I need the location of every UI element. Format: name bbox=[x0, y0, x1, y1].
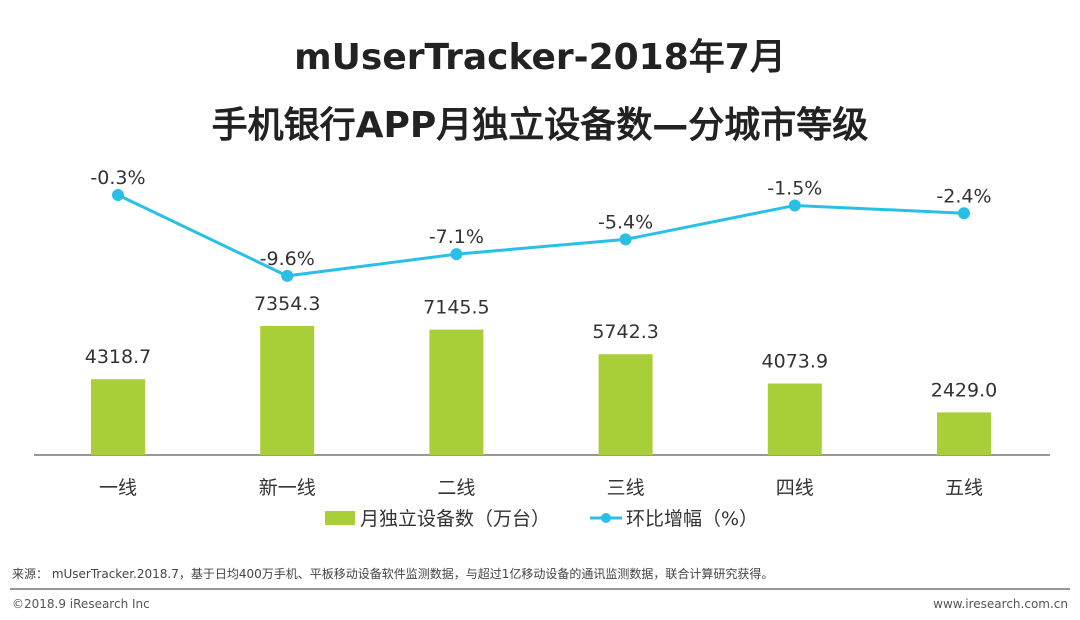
x-tick-label: 一线 bbox=[99, 477, 137, 499]
chart-subtitle: 手机银行APP月独立设备数—分城市等级 bbox=[211, 105, 869, 146]
bar bbox=[429, 329, 484, 455]
bar bbox=[598, 354, 653, 455]
website-link[interactable]: www.iresearch.com.cn bbox=[933, 597, 1068, 611]
line-value-label: -2.4% bbox=[936, 185, 991, 207]
bar-value-label: 7354.3 bbox=[254, 293, 320, 315]
bar bbox=[937, 412, 991, 455]
chart: 4318.7 一线 7354.3 新一线 7145.5 二线 5742.3 三线 4073.9 四… bbox=[34, 167, 1050, 530]
bar-value-label: 4073.9 bbox=[762, 351, 828, 373]
line-series bbox=[117, 193, 965, 278]
bar-value-label: 4318.7 bbox=[85, 346, 151, 368]
legend-bar-label: 月独立设备数（万台） bbox=[360, 508, 550, 530]
x-tick-label: 新一线 bbox=[259, 477, 316, 499]
footer-divider bbox=[10, 588, 1070, 590]
x-tick-label: 三线 bbox=[607, 477, 645, 499]
line-value-label: -9.6% bbox=[260, 248, 315, 270]
x-tick-label: 五线 bbox=[945, 477, 983, 499]
line-point bbox=[619, 233, 632, 246]
copyright: ©2018.9 iResearch Inc bbox=[12, 597, 150, 611]
chart-title: mUserTracker-2018年7月 bbox=[294, 37, 786, 78]
x-tick-label: 二线 bbox=[437, 477, 475, 499]
legend-bar-swatch bbox=[325, 511, 355, 525]
x-tick-label: 四线 bbox=[776, 477, 814, 499]
bar bbox=[767, 383, 822, 455]
source-note: 来源： mUserTracker.2018.7，基于日均400万手机、平板移动设… bbox=[12, 567, 774, 581]
bar-value-label: 2429.0 bbox=[931, 379, 997, 401]
line-point bbox=[450, 248, 463, 261]
bar bbox=[91, 379, 145, 455]
legend-line-marker bbox=[601, 513, 611, 523]
legend-line-label: 环比增幅（%） bbox=[626, 508, 758, 530]
line-value-label: -7.1% bbox=[429, 226, 484, 248]
line-point bbox=[788, 199, 801, 212]
line-value-label: -0.3% bbox=[90, 167, 145, 189]
line-point bbox=[281, 269, 294, 282]
line-value-label: -1.5% bbox=[767, 177, 822, 199]
line-value-label: -5.4% bbox=[598, 211, 653, 233]
line-point bbox=[958, 207, 970, 220]
bar-value-label: 5742.3 bbox=[592, 321, 658, 343]
bar bbox=[260, 325, 315, 455]
bar-value-label: 7145.5 bbox=[423, 297, 489, 319]
line-point bbox=[112, 189, 124, 202]
